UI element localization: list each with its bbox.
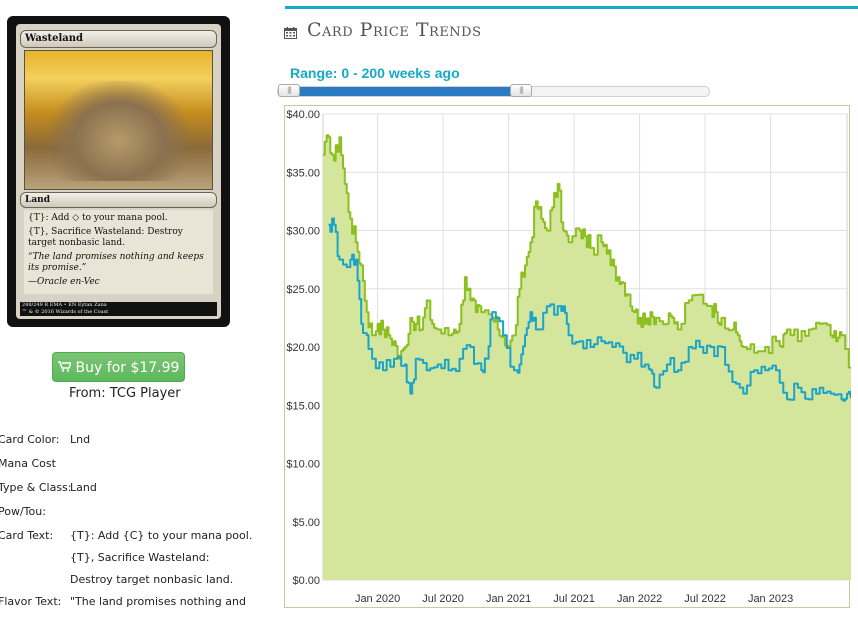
slider-handle-min[interactable]: ||| [278,84,300,97]
detail-value: Land [70,481,97,494]
slider-handle-max[interactable]: ||| [510,84,532,97]
detail-key: Type & Class: [0,481,72,494]
card-text-box: {T}: Add ◇ to your mana pool. {T}, Sacri… [24,210,213,294]
card-rules-text-1: {T}: Add ◇ to your mana pool. [28,213,168,223]
y-tick-label: $30.00 [286,226,320,238]
slider-selected-range [278,87,521,96]
detail-key: Card Text: [0,529,54,542]
detail-value: "The land promises nothing and [70,595,246,608]
y-tick-label: $10.00 [286,459,320,471]
price-chart-container: $0.00 $5.00 $10.00 $15.00 $20.00 $25.00 $30.00… [284,105,851,608]
detail-value: {T}, Sacrifice Wasteland: [70,551,210,564]
x-tick-label: Jul 2022 [684,593,726,605]
card-frame: Wasteland Land {T}: Add ◇ to your mana p… [16,24,221,319]
range-label: Range: 0 - 200 weeks ago [290,65,460,81]
y-tick-label: $0.00 [292,575,320,587]
detail-key: Mana Cost [0,457,56,470]
y-tick-label: $15.00 [286,400,320,412]
detail-value: Lnd [70,433,91,446]
section-title: Card Price Trends [307,19,482,41]
y-tick-label: $40.00 [286,109,320,121]
detail-value: Destroy target nonbasic land. [70,573,234,586]
x-tick-label: Jan 2021 [486,593,531,605]
y-tick-label: $35.00 [286,167,320,179]
detail-key: Flavor Text: [0,595,62,608]
x-tick-label: Jan 2020 [355,593,400,605]
detail-key: Pow/Tou: [0,505,46,518]
x-tick-label: Jul 2021 [553,593,595,605]
card-footer-left: 248/249 R EMA • EN Eytan Zana [22,302,107,308]
card-name: Wasteland [20,30,217,48]
price-chart: $0.00 $5.00 $10.00 $15.00 $20.00 $25.00 $30.00… [286,109,851,605]
card-image: Wasteland Land {T}: Add ◇ to your mana p… [7,16,230,327]
buy-button-label: Buy for $17.99 [75,360,180,376]
section-header: Card Price Trends [284,18,482,42]
x-tick-label: Jan 2022 [617,593,662,605]
range-slider[interactable]: ||| ||| [277,84,710,97]
y-tick-label: $5.00 [292,517,320,529]
detail-key: Card Color: [0,433,60,446]
cart-icon [57,354,72,384]
chart-axis-labels: $0.00 $5.00 $10.00 $15.00 $20.00 $25.00 $30.00… [286,109,793,605]
detail-value: {T}: Add {C} to your mana pool. [70,529,253,542]
card-footer: 248/249 R EMA • EN Eytan Zana ™ & © 2016… [20,302,217,316]
card-type-line: Land [20,192,217,208]
section-top-rule [285,6,858,9]
chart-area-layer [323,135,851,580]
card-rules-text-2: {T}, Sacrifice Wasteland: Destroy target… [28,227,183,248]
y-tick-label: $25.00 [286,284,320,296]
seller-label: From: TCG Player [69,386,181,401]
series-line-0 [323,134,851,369]
series-area-0 [323,135,851,580]
card-art [24,50,213,190]
buy-button[interactable]: Buy for $17.99 [52,352,185,382]
card-flavor-attribution: —Oracle en-Vec [28,277,100,287]
y-tick-label: $20.00 [286,342,320,354]
card-footer-right: ™ & © 2016 Wizards of the Coast [22,309,109,315]
series-line-1 [328,217,851,402]
calendar-icon [284,24,297,39]
card-flavor-text: “The land promises nothing and keeps its… [28,252,204,273]
x-tick-label: Jan 2023 [748,593,793,605]
x-tick-label: Jul 2020 [422,593,464,605]
chart-line-layer [323,134,851,402]
